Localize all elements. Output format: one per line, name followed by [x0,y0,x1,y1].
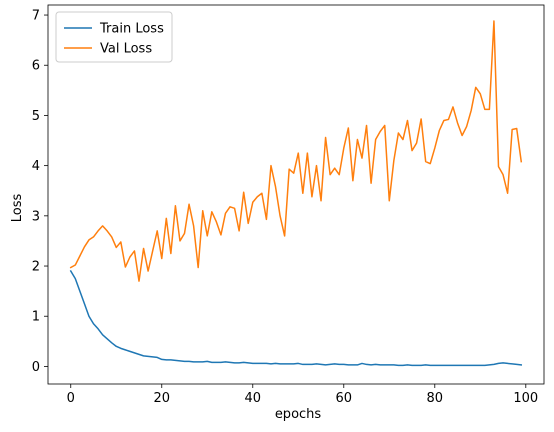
x-tick-label: 60 [336,391,353,406]
y-tick-label: 2 [32,260,40,275]
y-tick-label: 7 [32,9,40,24]
y-tick-label: 4 [32,159,40,174]
x-tick-label: 0 [67,391,75,406]
axes-frame [47,4,545,385]
y-tick-label: 3 [32,209,40,224]
legend: Train Loss Val Loss [55,11,173,63]
y-axis-label: Loss [10,194,25,223]
x-tick-label: 80 [427,391,444,406]
x-tick-label: 20 [153,391,170,406]
series-line-0 [69,270,523,367]
y-tick-label: 0 [32,360,40,375]
y-tick-label: 1 [32,310,40,325]
legend-box [55,11,173,63]
x-tick-label: 40 [244,391,261,406]
axes-layer: 0 20 40 60 80 100 0 1 2 3 4 5 6 7 [32,4,545,406]
x-tick-label: 100 [513,391,538,406]
y-tick-label: 5 [32,109,40,124]
legend-label-1: Val Loss [100,42,152,57]
series-line-1 [69,20,523,282]
legend-label-0: Train Loss [99,22,164,37]
series-layer [69,20,523,367]
y-tick-label: 6 [32,59,40,74]
x-axis-label: epochs [275,407,322,422]
